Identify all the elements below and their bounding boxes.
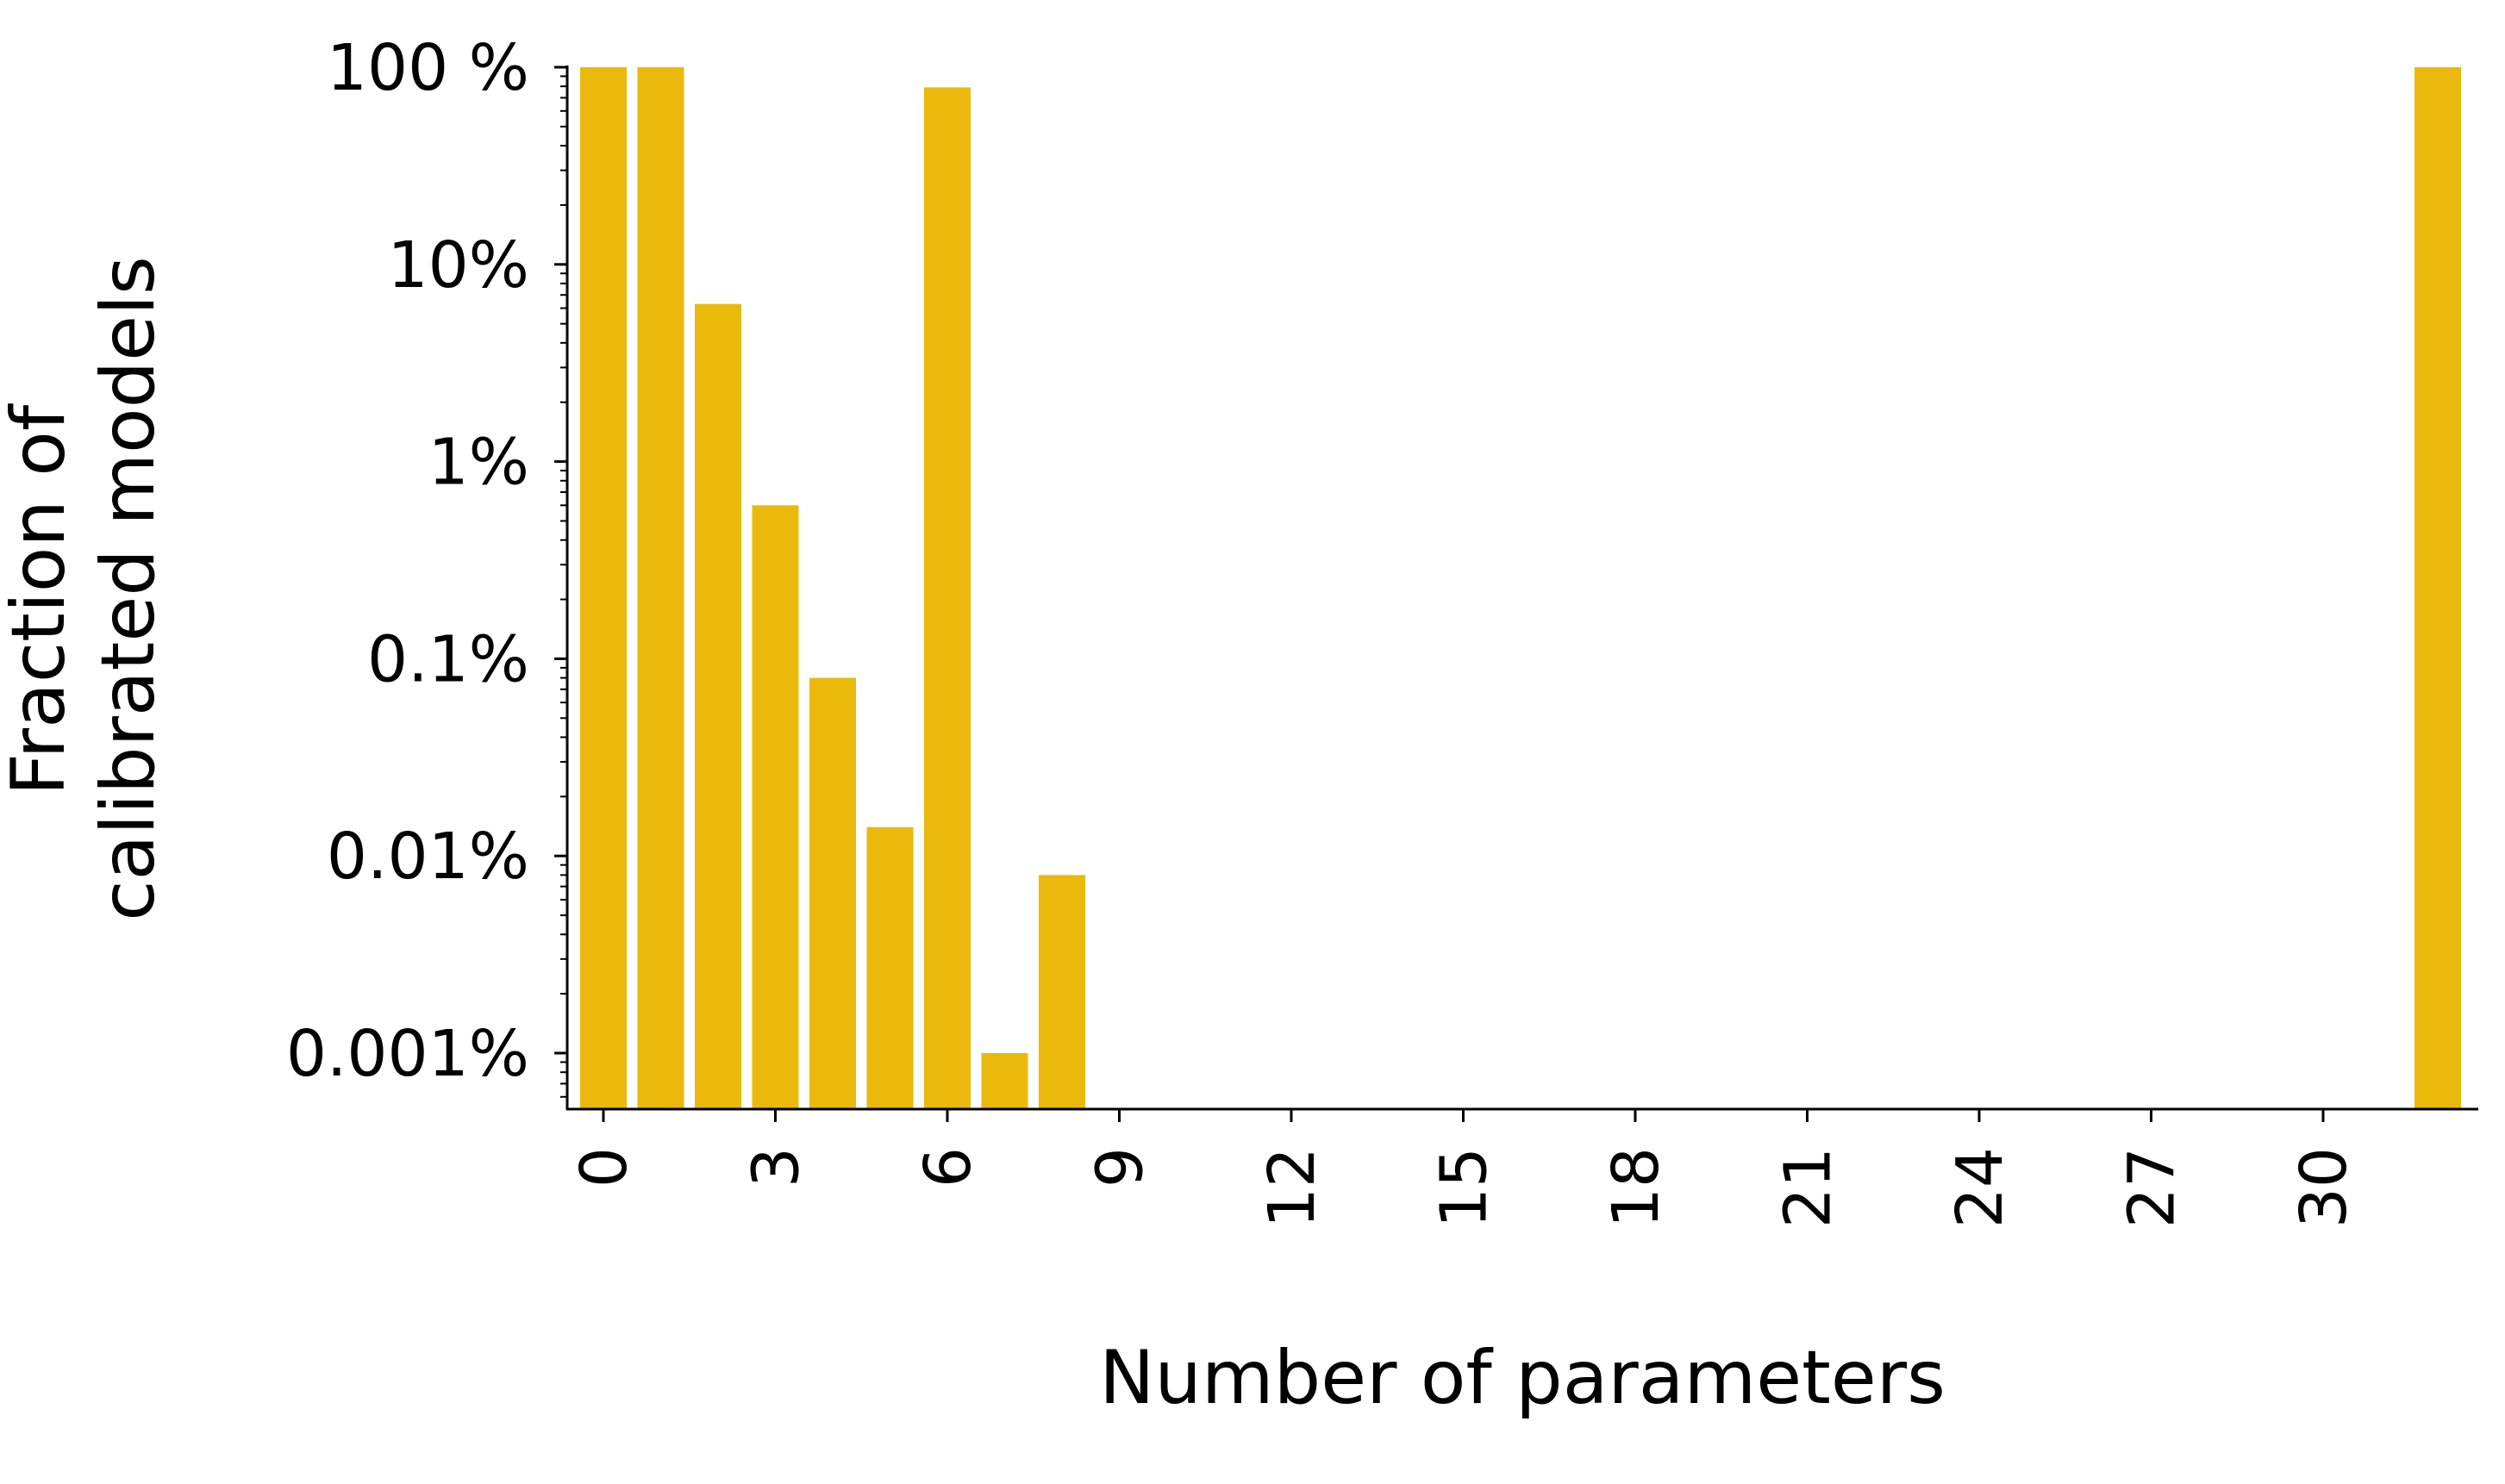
y-tick-label: 0.01% (327, 820, 529, 894)
y-tick-label: 100 % (327, 31, 529, 105)
bar-7 (981, 1053, 1028, 1109)
x-axis-label: Number of parameters (1099, 1335, 1946, 1421)
x-tick-label: 3 (740, 1147, 814, 1188)
bar-3 (752, 505, 799, 1109)
bar-0 (580, 67, 627, 1109)
x-tick-label: 0 (567, 1147, 641, 1188)
x-tick-label: 24 (1943, 1147, 2017, 1228)
y-tick-label: 0.001% (286, 1017, 529, 1091)
bar-4 (809, 677, 856, 1109)
bar-6 (924, 87, 971, 1109)
bar-8 (1039, 875, 1085, 1109)
x-tick-label: 21 (1771, 1147, 1846, 1228)
bars-layer (580, 67, 2461, 1109)
x-tick-label: 15 (1427, 1147, 1502, 1228)
y-axis-label-line-2: calibrated models (85, 256, 172, 921)
x-tick-label: 27 (2115, 1147, 2190, 1228)
bar-1 (637, 67, 684, 1109)
y-tick-label: 1% (428, 426, 529, 500)
bar-32 (2414, 67, 2461, 1109)
x-tick-label: 18 (1599, 1147, 1673, 1228)
y-tick-label: 0.1% (367, 622, 529, 696)
x-tick-label: 30 (2287, 1147, 2361, 1228)
y-axis-label: Fraction of calibrated models (0, 256, 172, 921)
y-tick-label: 10% (388, 228, 529, 302)
bar-5 (866, 826, 914, 1109)
bar-2 (695, 303, 741, 1109)
x-tick-label: 6 (911, 1147, 985, 1188)
y-axis-label-line-1: Fraction of (0, 403, 82, 795)
x-axis: 0 3 6 9 12 15 18 21 24 27 30 (566, 1107, 2478, 1228)
x-tick-label: 9 (1084, 1147, 1158, 1188)
x-tick-label: 12 (1255, 1147, 1329, 1228)
y-axis: 100 % 10% 1% 0.1% 0.01% 0.001% (286, 31, 569, 1110)
